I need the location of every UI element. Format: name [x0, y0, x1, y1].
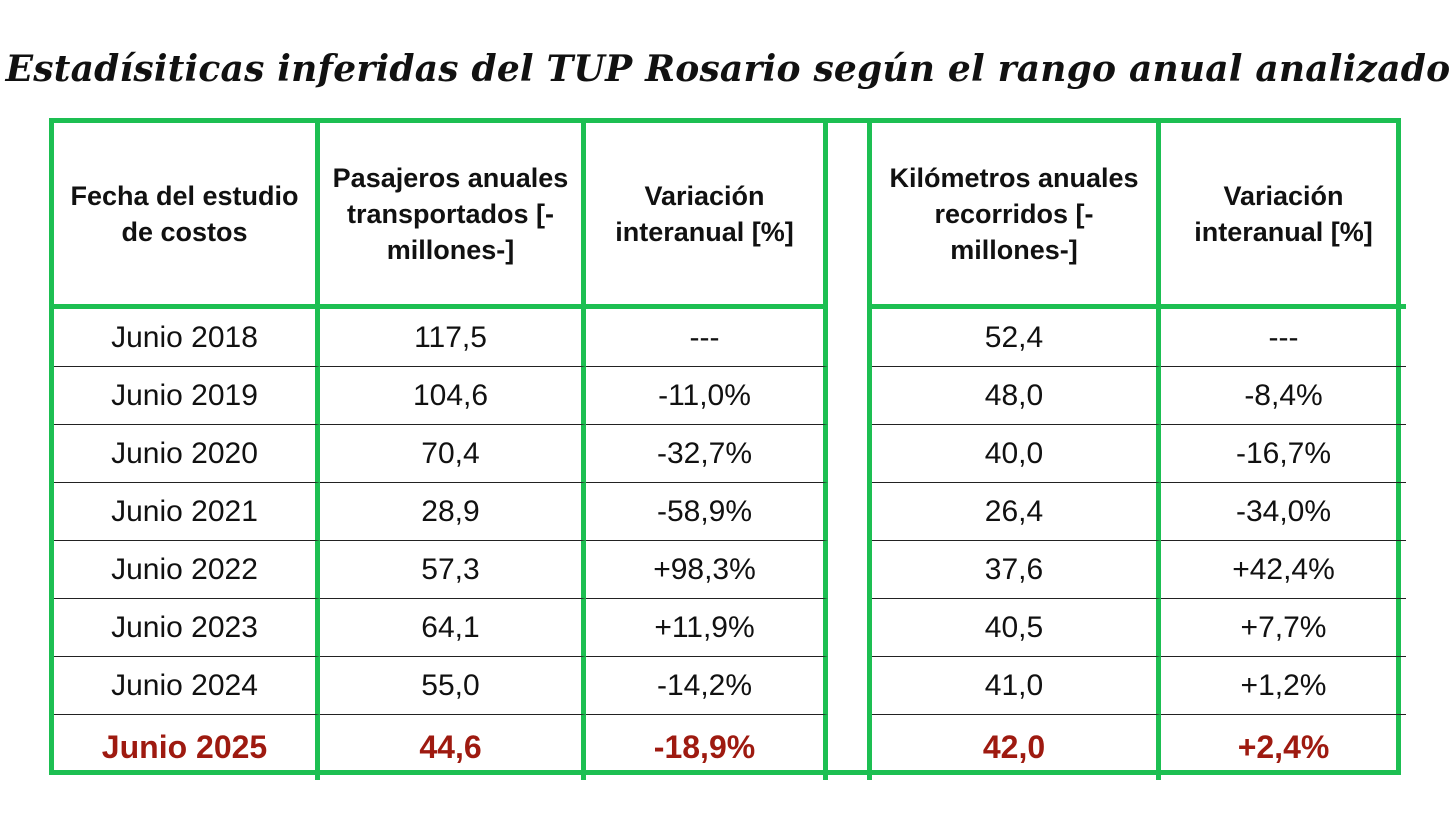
column-gap	[828, 599, 872, 657]
table-cell-pasajeros: 57,3	[320, 541, 586, 599]
table-cell-variacion-pasajeros: +11,9%	[586, 599, 828, 657]
table-cell-pasajeros: 44,6	[320, 715, 586, 780]
table-cell-fecha: Junio 2022	[54, 541, 320, 599]
table-cell-variacion-pasajeros: -11,0%	[586, 367, 828, 425]
column-gap	[828, 367, 872, 425]
table-cell-variacion-pasajeros: ---	[586, 309, 828, 367]
table-cell-fecha: Junio 2024	[54, 657, 320, 715]
table-cell-variacion-pasajeros: -14,2%	[586, 657, 828, 715]
table-cell-variacion-pasajeros: -58,9%	[586, 483, 828, 541]
table-cell-variacion-kilometros: -8,4%	[1161, 367, 1406, 425]
header-variacion-kilometros: Variación interanual [%]	[1161, 123, 1406, 309]
table-cell-kilometros: 42,0	[872, 715, 1161, 780]
table-cell-variacion-kilometros: -34,0%	[1161, 483, 1406, 541]
table-cell-pasajeros: 55,0	[320, 657, 586, 715]
table-cell-variacion-kilometros: +7,7%	[1161, 599, 1406, 657]
table-cell-variacion-pasajeros: -32,7%	[586, 425, 828, 483]
table-cell-pasajeros: 117,5	[320, 309, 586, 367]
statistics-table: Fecha del estudio de costos Pasajeros an…	[49, 118, 1406, 780]
table-cell-kilometros: 48,0	[872, 367, 1161, 425]
table-cell-pasajeros: 64,1	[320, 599, 586, 657]
column-gap	[828, 425, 872, 483]
header-fecha: Fecha del estudio de costos	[54, 123, 320, 309]
table-cell-fecha: Junio 2018	[54, 309, 320, 367]
column-gap	[828, 657, 872, 715]
table-cell-variacion-kilometros: -16,7%	[1161, 425, 1406, 483]
table-cell-fecha: Junio 2021	[54, 483, 320, 541]
table-cell-pasajeros: 70,4	[320, 425, 586, 483]
table-cell-variacion-kilometros: +2,4%	[1237, 729, 1330, 765]
column-gap	[828, 715, 872, 780]
table-cell-pasajeros: 104,6	[320, 367, 586, 425]
table-cell-fecha: Junio 2019	[54, 367, 320, 425]
table-cell-kilometros: 40,5	[872, 599, 1161, 657]
header-kilometros: Kilómetros anuales recorridos [-millones…	[872, 123, 1161, 309]
column-gap	[828, 483, 872, 541]
table-cell-variacion-pasajeros: +98,3%	[586, 541, 828, 599]
column-gap	[828, 123, 872, 309]
table-cell-kilometros: 37,6	[872, 541, 1161, 599]
table-cell-kilometros: 52,4	[872, 309, 1161, 367]
table-cell-pasajeros: 28,9	[320, 483, 586, 541]
table-cell-kilometros: 40,0	[872, 425, 1161, 483]
table-cell-fecha: Junio 2020	[54, 425, 320, 483]
table-cell-variacion-kilometros: +42,4%	[1161, 541, 1406, 599]
table-cell-variacion-pasajeros: -18,9%	[586, 715, 828, 780]
header-pasajeros: Pasajeros anuales transportados [-millon…	[320, 123, 586, 309]
table-cell-kilometros: 26,4	[872, 483, 1161, 541]
table-cell-kilometros: 41,0	[872, 657, 1161, 715]
column-gap	[828, 309, 872, 367]
header-variacion-pasajeros: Variación interanual [%]	[586, 123, 828, 309]
table-cell-variacion-kilometros: +1,2%	[1161, 657, 1406, 715]
column-gap	[828, 541, 872, 599]
table-cell-variacion-kilometros: ---	[1161, 309, 1406, 367]
table-cell-fecha: Junio 2025	[54, 715, 320, 780]
table-title: Estadísiticas inferidas del TUP Rosario …	[5, 48, 1451, 90]
table-cell-fecha: Junio 2023	[54, 599, 320, 657]
